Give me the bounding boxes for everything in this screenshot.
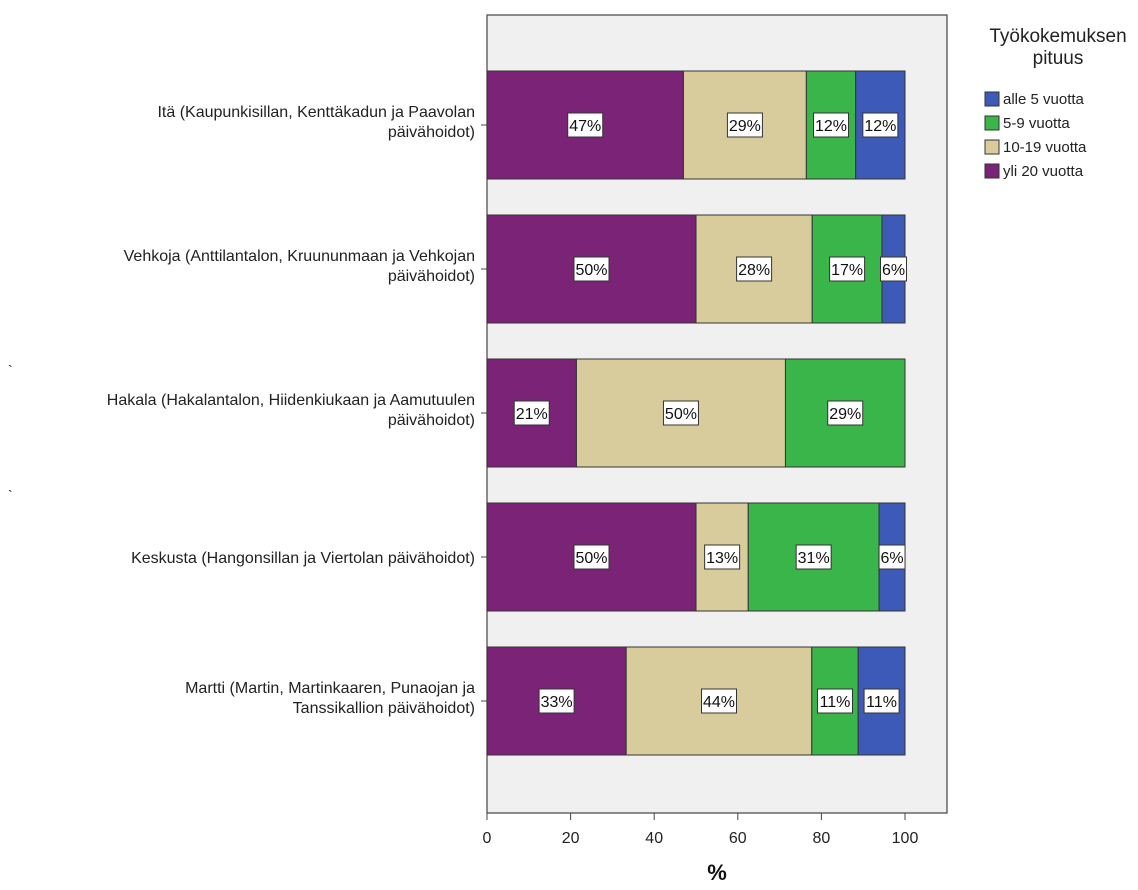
data-label-box <box>829 256 866 282</box>
data-label: 50% <box>575 262 607 279</box>
legend-title: Työkokemuksen <box>989 26 1126 47</box>
category-label: Hakala (Hakalantalon, Hiidenkiukaan ja A… <box>107 392 475 409</box>
data-label-box <box>538 688 575 714</box>
data-label: 6% <box>880 550 903 567</box>
data-label-box <box>573 256 610 282</box>
data-label-box <box>513 400 550 426</box>
data-label: 21% <box>516 406 548 423</box>
category-label: Martti (Martin, Martinkaaren, Punaojan j… <box>185 680 475 697</box>
category-label: Vehkoja (Anttilantalon, Kruununmaan ja V… <box>124 248 475 265</box>
data-label-box <box>880 256 908 282</box>
legend-entry-label: alle 5 vuotta <box>1003 91 1085 108</box>
data-label-box <box>813 112 850 138</box>
data-label: 50% <box>575 550 607 567</box>
legend-swatch <box>984 115 1000 131</box>
data-label: 13% <box>706 550 738 567</box>
data-label: 17% <box>831 262 863 279</box>
data-label-box <box>878 544 906 570</box>
data-label: 31% <box>798 550 830 567</box>
data-label: 12% <box>864 118 896 135</box>
data-label-box <box>567 112 604 138</box>
data-label: 47% <box>569 118 601 135</box>
data-label-box <box>816 688 853 714</box>
category-label: Itä (Kaupunkisillan, Kenttäkadun ja Paav… <box>157 104 475 121</box>
x-tick-label: 40 <box>645 830 663 847</box>
x-tick-label: 60 <box>729 830 747 847</box>
data-label-box <box>863 688 900 714</box>
data-label: 50% <box>665 406 697 423</box>
data-label: 11% <box>866 694 897 711</box>
data-label-box <box>795 544 832 570</box>
category-label: päivähoidot) <box>388 124 475 141</box>
data-labels-layer: 47% 29% 12% 12% 50% 28% 17% 6% 21% 50% 29% 50% 13% 31… <box>513 112 908 714</box>
category-labels-layer: Itä (Kaupunkisillan, Kenttäkadun ja Paav… <box>107 104 487 717</box>
legend-swatch <box>984 139 1000 155</box>
x-tick-label: 0 <box>483 830 492 847</box>
data-label-box <box>726 112 763 138</box>
stray-mark: ` <box>8 487 13 503</box>
category-label: päivähoidot) <box>388 412 475 429</box>
data-label-box <box>700 688 737 714</box>
category-label: Tanssikallion päivähoidot) <box>293 700 475 717</box>
data-label-box <box>827 400 864 426</box>
data-label: 12% <box>815 118 847 135</box>
data-label-box <box>662 400 699 426</box>
data-label: 29% <box>829 406 861 423</box>
x-tick-label: 100 <box>892 830 919 847</box>
stray-mark: ` <box>8 362 13 378</box>
category-label: päivähoidot) <box>388 268 475 285</box>
category-label: Keskusta (Hangonsillan ja Viertolan päiv… <box>131 550 475 567</box>
data-label-box <box>736 256 773 282</box>
legend-title: pituus <box>1033 48 1084 69</box>
data-label: 29% <box>729 118 761 135</box>
bars-layer <box>486 70 906 756</box>
legend-entry-label: 10-19 vuotta <box>1003 139 1087 156</box>
data-label-box <box>704 544 741 570</box>
legend-swatch <box>984 163 1000 179</box>
legend-swatch <box>984 91 1000 107</box>
bar-segment <box>811 214 883 324</box>
legend-entry-label: yli 20 vuotta <box>1003 163 1084 180</box>
data-label: 11% <box>820 694 851 711</box>
data-label: 6% <box>882 262 905 279</box>
legend-entry-label: 5-9 vuotta <box>1003 115 1070 132</box>
x-tick-label: 80 <box>813 830 831 847</box>
data-label: 44% <box>703 694 735 711</box>
data-label: 28% <box>738 262 770 279</box>
x-tick-label: 20 <box>562 830 580 847</box>
data-label-box <box>573 544 610 570</box>
x-axis: 0 20 40 60 80 100 <box>483 813 919 847</box>
data-label: 33% <box>541 694 573 711</box>
data-label-box <box>862 112 899 138</box>
x-axis-title: % <box>707 860 727 885</box>
